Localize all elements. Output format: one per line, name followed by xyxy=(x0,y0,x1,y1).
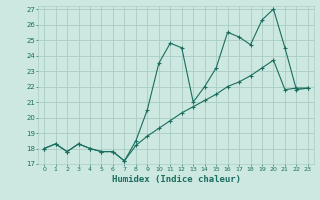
X-axis label: Humidex (Indice chaleur): Humidex (Indice chaleur) xyxy=(111,175,241,184)
